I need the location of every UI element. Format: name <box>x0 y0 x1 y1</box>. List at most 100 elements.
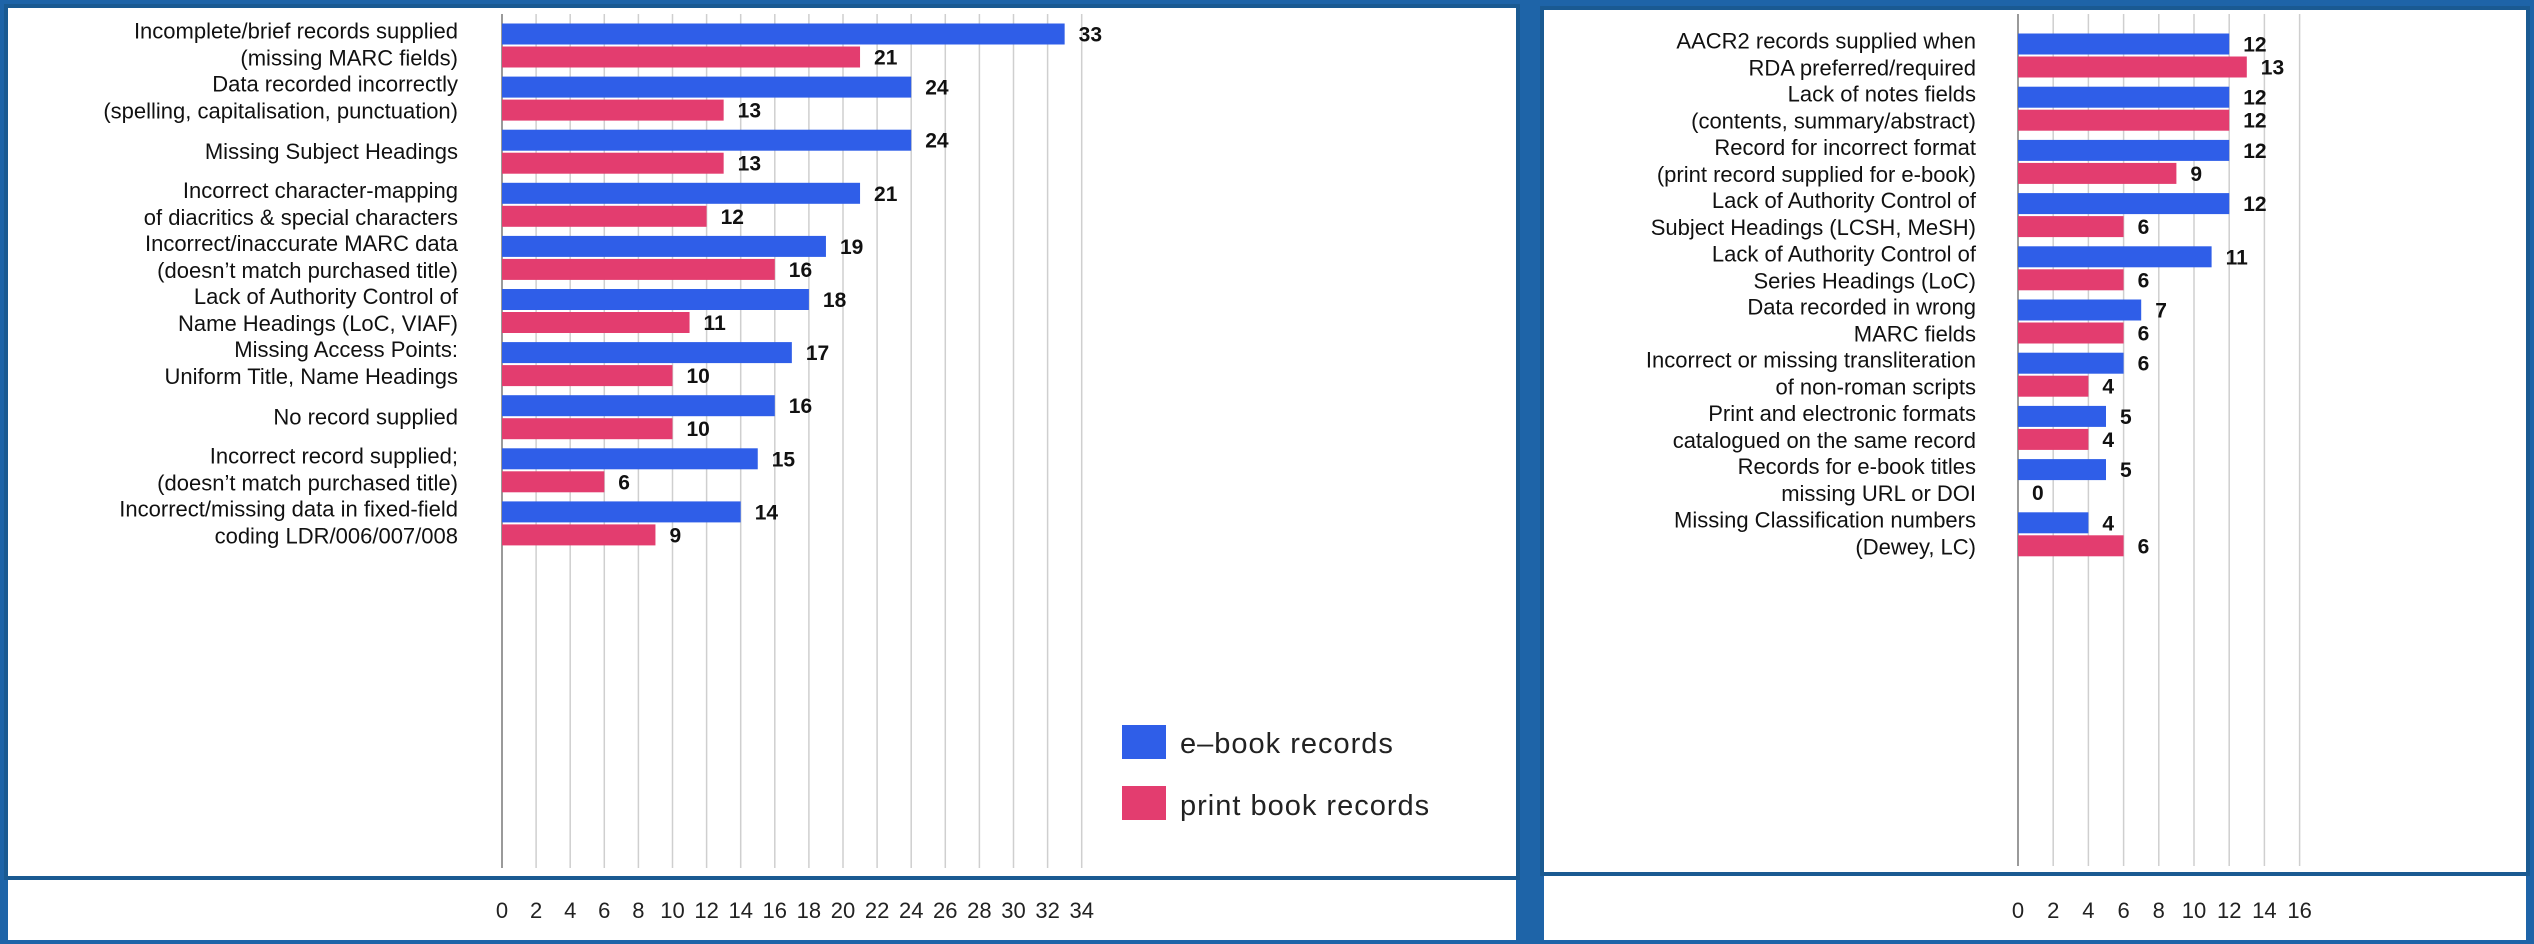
left-category-label: Uniform Title, Name Headings <box>165 364 458 389</box>
right-x-tick-label: 12 <box>2217 898 2241 923</box>
left-value-label-ebook: 15 <box>772 448 796 471</box>
left-category-label: Data recorded incorrectly <box>212 72 458 97</box>
left-x-tick-label: 28 <box>967 898 991 923</box>
left-bar-print <box>502 258 775 280</box>
left-bar-ebook <box>502 182 861 204</box>
right-bar-print <box>2018 162 2177 184</box>
left-category-label: Incorrect/missing data in fixed-field <box>119 496 458 521</box>
left-category-label: (missing MARC fields) <box>240 46 458 71</box>
right-axis-strip <box>1544 876 2526 940</box>
right-value-label-ebook: 12 <box>2243 140 2266 163</box>
left-category-label: Missing Access Points: <box>234 337 458 362</box>
left-bar-print <box>502 365 673 387</box>
right-bar-print <box>2018 56 2247 78</box>
right-value-label-print: 6 <box>2138 323 2150 346</box>
left-bar-ebook <box>502 23 1065 45</box>
right-bar-ebook <box>2018 86 2230 108</box>
left-value-label-ebook: 16 <box>789 395 812 418</box>
right-value-label-print: 6 <box>2138 216 2150 239</box>
right-value-label-ebook: 5 <box>2120 459 2132 482</box>
right-x-tick-label: 6 <box>2117 898 2129 923</box>
legend-swatch-print <box>1122 786 1166 820</box>
left-bar-ebook <box>502 129 912 151</box>
left-axis-strip <box>8 880 1516 940</box>
left-bar-ebook <box>502 501 741 523</box>
left-value-label-print: 10 <box>687 365 710 388</box>
right-value-label-print: 6 <box>2138 535 2150 558</box>
left-category-label: Name Headings (LoC, VIAF) <box>178 311 458 336</box>
left-bar-print <box>502 152 724 174</box>
left-category-label: Incorrect record supplied; <box>210 443 458 468</box>
right-value-label-print: 12 <box>2243 110 2266 133</box>
left-bar-ebook <box>502 342 792 364</box>
left-bar-chart: 0 2 4 6 8 10 12 14 16 18 20 22 24 26 28 30 32 343321Incom… <box>103 14 1102 923</box>
left-value-label-ebook: 18 <box>823 289 847 312</box>
right-category-label: Lack of notes fields <box>1788 82 1976 107</box>
right-bar-ebook <box>2018 193 2230 215</box>
right-x-tick-label: 2 <box>2047 898 2059 923</box>
legend-label-ebook: e–book records <box>1180 728 1394 760</box>
right-category-label: Lack of Authority Control of <box>1712 241 1977 266</box>
left-value-label-print: 9 <box>669 524 681 547</box>
right-category-label: of non-roman scripts <box>1775 375 1976 400</box>
left-bar-ebook <box>502 76 912 98</box>
left-bar-print <box>502 99 724 121</box>
right-category-label: Data recorded in wrong <box>1747 295 1976 320</box>
left-x-tick-label: 20 <box>831 898 855 923</box>
chart-legend: e–book records print book records <box>1122 725 1430 822</box>
left-bar-print <box>502 46 861 68</box>
right-bar-ebook <box>2018 246 2212 268</box>
left-x-tick-label: 2 <box>530 898 542 923</box>
right-category-label: Print and electronic formats <box>1708 401 1976 426</box>
right-category-label: Subject Headings (LCSH, MeSH) <box>1651 215 1976 240</box>
left-value-label-print: 10 <box>687 418 710 441</box>
left-bar-ebook <box>502 395 775 417</box>
right-bar-ebook <box>2018 459 2106 481</box>
left-x-tick-label: 24 <box>899 898 923 923</box>
right-bar-print <box>2018 109 2230 131</box>
left-x-tick-label: 14 <box>728 898 752 923</box>
left-x-tick-label: 18 <box>797 898 821 923</box>
left-x-tick-label: 16 <box>763 898 787 923</box>
left-bar-ebook <box>502 289 809 310</box>
right-value-label-ebook: 12 <box>2243 34 2266 57</box>
right-category-label: (contents, summary/abstract) <box>1691 109 1976 134</box>
left-value-label-print: 16 <box>789 259 812 282</box>
left-value-label-ebook: 24 <box>925 130 949 153</box>
right-category-label: Series Headings (LoC) <box>1753 268 1976 293</box>
left-x-tick-label: 22 <box>865 898 889 923</box>
right-value-label-ebook: 5 <box>2120 406 2132 429</box>
left-value-label-ebook: 33 <box>1079 24 1102 47</box>
left-x-tick-label: 34 <box>1069 898 1093 923</box>
left-bar-print <box>502 205 707 227</box>
legend-swatch-ebook <box>1122 725 1166 759</box>
right-value-label-print: 13 <box>2261 57 2284 80</box>
right-value-label-ebook: 4 <box>2102 512 2114 535</box>
left-value-label-print: 21 <box>874 47 898 70</box>
left-bar-print <box>502 471 605 493</box>
left-bar-print <box>502 418 673 440</box>
right-value-label-ebook: 11 <box>2226 246 2249 269</box>
right-bar-print <box>2018 535 2124 557</box>
right-bar-print <box>2018 428 2089 450</box>
right-bar-print <box>2018 322 2124 344</box>
left-bar-ebook <box>502 448 758 470</box>
left-value-label-ebook: 14 <box>755 501 779 524</box>
right-bar-print <box>2018 269 2124 291</box>
right-value-label-ebook: 7 <box>2155 300 2167 323</box>
right-category-label: Record for incorrect format <box>1714 135 1976 160</box>
right-value-label-print: 4 <box>2102 376 2114 399</box>
left-category-label: Missing Subject Headings <box>205 139 458 164</box>
right-x-tick-label: 4 <box>2082 898 2094 923</box>
legend-label-print: print book records <box>1180 790 1430 822</box>
left-value-label-print: 6 <box>618 471 630 494</box>
left-category-label: Lack of Authority Control of <box>194 284 459 309</box>
right-value-label-ebook: 12 <box>2243 87 2266 110</box>
left-value-label-print: 11 <box>704 312 727 335</box>
right-category-label: (print record supplied for e-book) <box>1657 162 1976 187</box>
right-category-label: Records for e-book titles <box>1738 454 1976 479</box>
left-category-label: (doesn’t match purchased title) <box>157 258 458 283</box>
